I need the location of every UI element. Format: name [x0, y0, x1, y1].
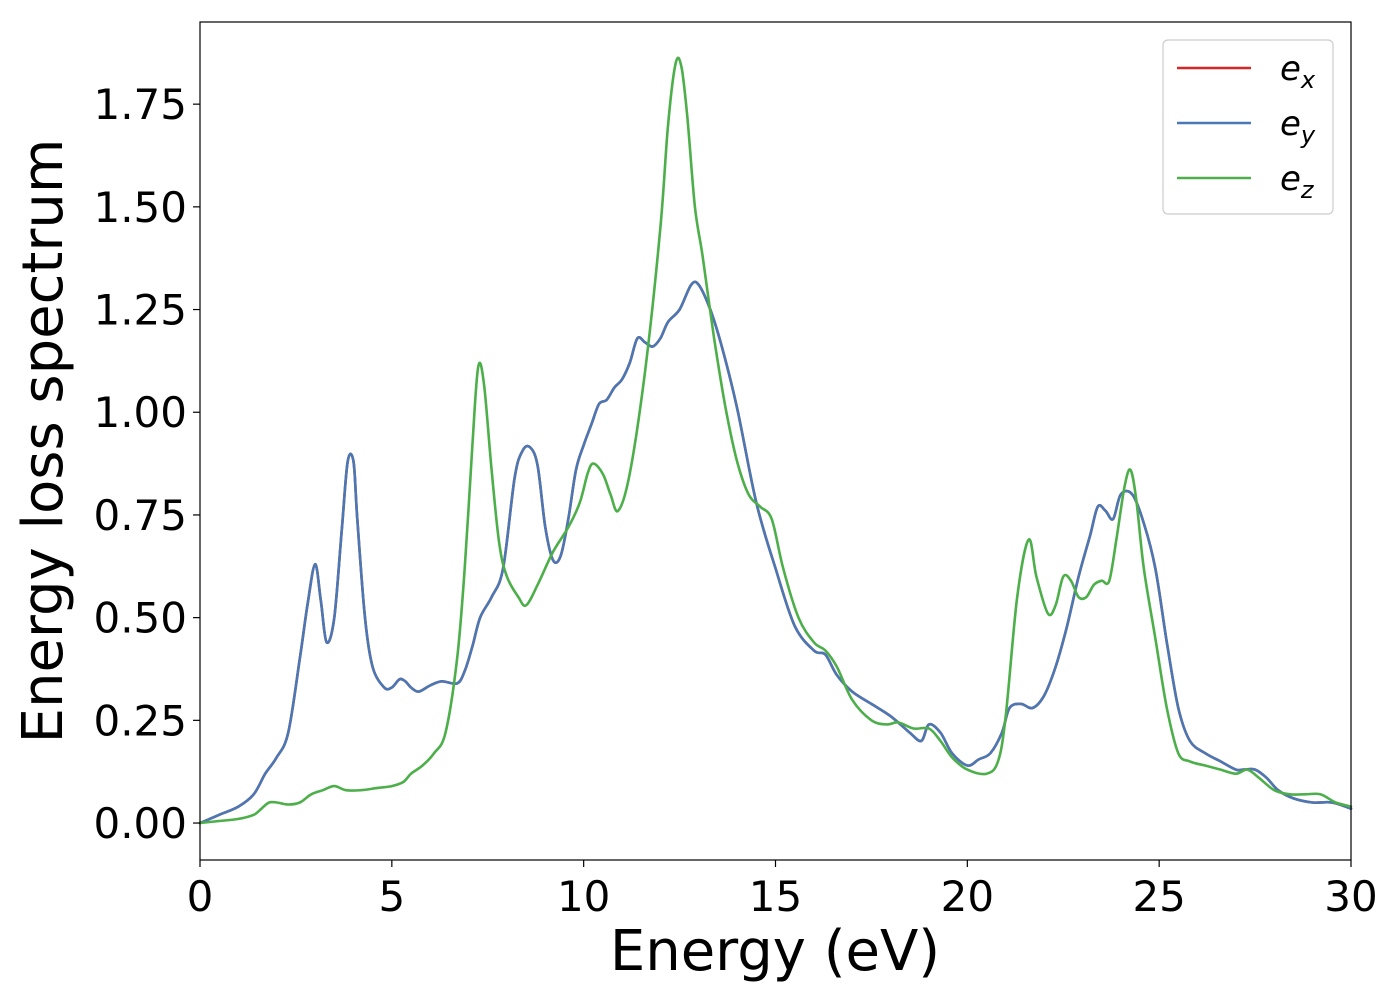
y-tick-label: 0.50 [93, 594, 187, 643]
x-tick-label: 15 [749, 872, 802, 921]
x-tick-label: 0 [187, 872, 214, 921]
y-tick-label: 1.75 [93, 80, 187, 129]
x-tick-label: 5 [378, 872, 405, 921]
x-axis: 0 5 10 15 20 25 30 [187, 860, 1378, 921]
legend: ex ey ez [1162, 39, 1334, 215]
legend-box [1162, 39, 1334, 215]
series-line-ez [198, 56, 1353, 825]
x-tick-label: 30 [1324, 872, 1377, 921]
legend-label-ez: ez [1280, 159, 1315, 204]
x-tick-label: 20 [941, 872, 994, 921]
y-tick-label: 0.75 [93, 491, 187, 540]
x-tick-label: 10 [557, 872, 610, 921]
x-tick-label: 25 [1132, 872, 1185, 921]
y-tick-label: 1.00 [93, 388, 187, 437]
y-tick-label: 0.00 [93, 799, 187, 848]
series-line-ey [198, 280, 1353, 825]
legend-label-ex: ex [1280, 49, 1316, 94]
plot-area [198, 21, 1353, 861]
series-layer [198, 56, 1353, 825]
y-tick-label: 0.25 [93, 696, 187, 745]
x-axis-label: Energy (eV) [610, 919, 940, 984]
legend-label-ey: ey [1280, 104, 1316, 149]
y-tick-label: 1.50 [93, 183, 187, 232]
y-axis: 0.00 0.25 0.50 0.75 1.00 1.25 1.50 1.75 [93, 80, 200, 848]
y-tick-label: 1.25 [93, 286, 187, 335]
y-axis-label: Energy loss spectrum [11, 139, 76, 744]
